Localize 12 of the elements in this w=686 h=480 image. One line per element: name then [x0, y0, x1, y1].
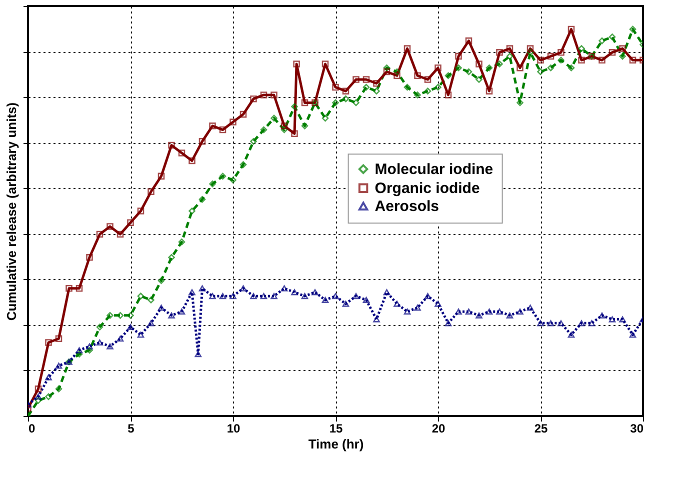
x-tick-label: 5	[128, 422, 135, 436]
x-tick-label: 25	[534, 422, 548, 436]
y-axis-title: Cumulative release (arbitrary units)	[4, 102, 19, 321]
x-tick-label: 0	[28, 422, 36, 436]
legend-label: Molecular iodine	[374, 161, 494, 178]
x-tick-label: 30	[630, 422, 644, 436]
x-axis-title: Time (hr)	[308, 436, 364, 452]
legend-label: Organic iodide	[374, 180, 480, 198]
legend-label: Aerosols	[374, 198, 440, 216]
x-tick-label: 20	[432, 422, 446, 436]
x-tick-label: 15	[329, 422, 343, 436]
x-tick-label: 10	[226, 422, 240, 436]
